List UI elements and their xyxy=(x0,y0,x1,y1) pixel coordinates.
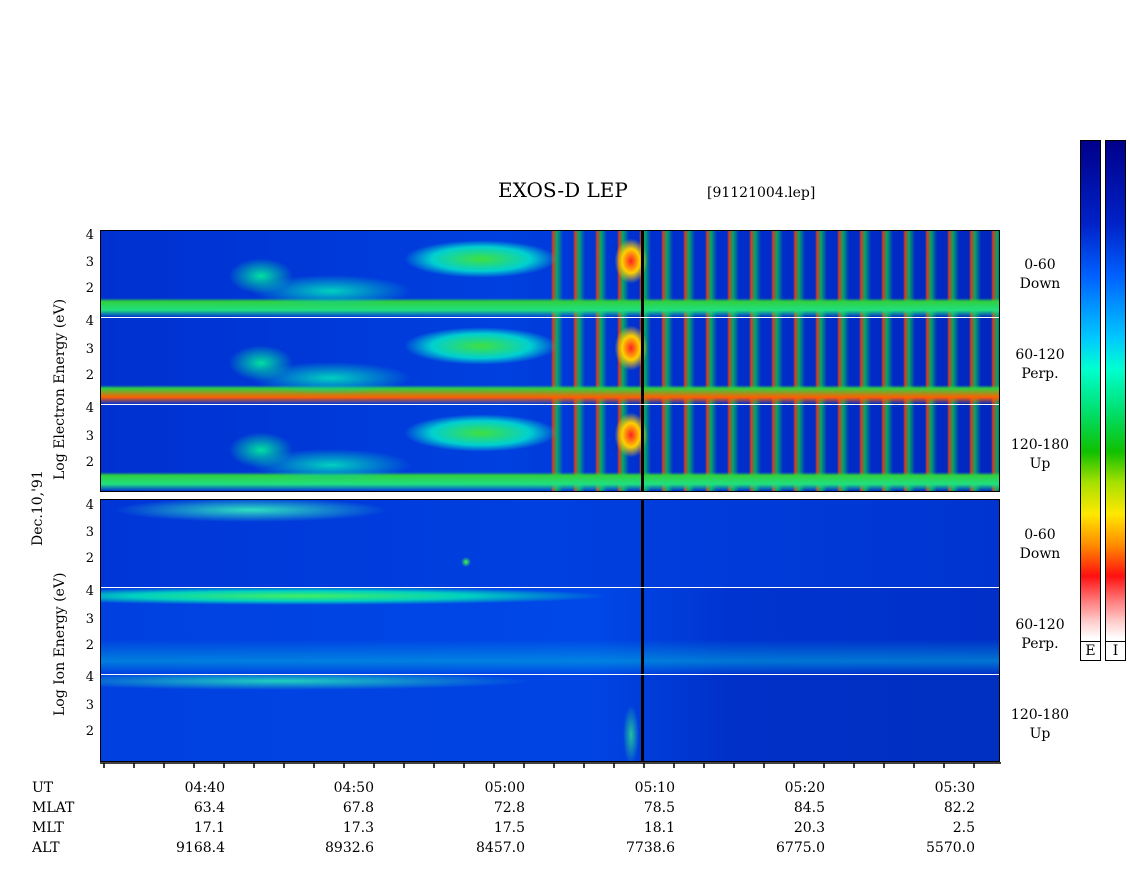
ion-panel-up xyxy=(101,675,1000,761)
ytick-label: 2 xyxy=(85,281,94,296)
ion-axis-label: Log Ion Energy (eV) xyxy=(52,572,68,716)
ytick-label: 2 xyxy=(85,455,94,470)
time-marker-line xyxy=(641,405,644,491)
ytick-label: 3 xyxy=(85,698,94,713)
file-name: [91121004.lep] xyxy=(707,185,816,201)
ephemeris-value: 8457.0 xyxy=(476,840,525,856)
ytick-label: 4 xyxy=(85,584,94,599)
panel-label-e3: 120-180 Up xyxy=(1010,437,1070,472)
ytick-label: 3 xyxy=(85,612,94,627)
time-marker-line xyxy=(641,318,644,404)
ion-panel-down xyxy=(101,500,1000,587)
ephemeris-value: 63.4 xyxy=(193,800,225,816)
panel-label-e1: 0-60 Down xyxy=(1019,257,1061,292)
colorbar-label-i: I xyxy=(1105,641,1126,661)
time-marker-line xyxy=(641,588,644,674)
panel-label-i3: 120-180 Up xyxy=(1010,707,1070,742)
ytick-label: 3 xyxy=(85,255,94,270)
ephemeris-value: 05:00 xyxy=(484,780,525,796)
ephemeris-value: 8932.6 xyxy=(325,840,374,856)
ytick-label: 2 xyxy=(85,551,94,566)
ephemeris-value: 7738.6 xyxy=(626,840,675,856)
electron-panel-perp xyxy=(101,318,1000,404)
panel-label-e2: 60-120 Perp. xyxy=(1015,347,1065,382)
time-marker-line xyxy=(641,675,644,761)
ephemeris-value: 18.1 xyxy=(643,820,675,836)
ytick-label: 4 xyxy=(85,401,94,416)
ephemeris-value: 5570.0 xyxy=(926,840,975,856)
panel-label-i1: 0-60 Down xyxy=(1019,527,1061,562)
ytick-label: 4 xyxy=(85,670,94,685)
electron-panel-up xyxy=(101,405,1000,491)
ion-colorbar xyxy=(1105,140,1126,660)
ytick-label: 3 xyxy=(85,429,94,444)
ephemeris-value: 05:10 xyxy=(634,780,675,796)
ephemeris-value: 17.1 xyxy=(193,820,225,836)
time-marker-line xyxy=(641,231,644,317)
ephemeris-value: 84.5 xyxy=(793,800,825,816)
ephemeris-value: 05:30 xyxy=(934,780,975,796)
colorbar-label-e: E xyxy=(1080,641,1101,661)
ephemeris-value: 17.3 xyxy=(342,820,374,836)
ephemeris-value: 17.5 xyxy=(493,820,525,836)
ytick-label: 2 xyxy=(85,638,94,653)
ephemeris-value: 67.8 xyxy=(342,800,374,816)
ephemeris-value: 20.3 xyxy=(793,820,825,836)
date-label: Dec.10,'91 xyxy=(30,470,46,546)
ephemeris-value: 04:50 xyxy=(333,780,374,796)
ephemeris-value: 05:20 xyxy=(784,780,825,796)
ephemeris-value: 72.8 xyxy=(493,800,525,816)
ephemeris-value: 9168.4 xyxy=(176,840,225,856)
row-label-ut: UT xyxy=(32,780,54,796)
ephemeris-value: 78.5 xyxy=(643,800,675,816)
ion-panel-perp xyxy=(101,588,1000,674)
ytick-label: 3 xyxy=(85,525,94,540)
electron-panel-down xyxy=(101,231,1000,317)
electron-colorbar xyxy=(1080,140,1101,660)
row-label-alt: ALT xyxy=(32,840,60,856)
row-label-mlat: MLAT xyxy=(32,800,75,816)
ytick-label: 2 xyxy=(85,724,94,739)
ytick-label: 4 xyxy=(85,498,94,513)
row-label-mlt: MLT xyxy=(32,820,64,836)
panel-label-i2: 60-120 Perp. xyxy=(1015,617,1065,652)
ytick-label: 3 xyxy=(85,342,94,357)
ephemeris-value: 04:40 xyxy=(184,780,225,796)
ytick-label: 4 xyxy=(85,228,94,243)
ephemeris-value: 82.2 xyxy=(943,800,975,816)
electron-axis-label: Log Electron Energy (eV) xyxy=(52,298,68,480)
chart-title: EXOS-D LEP xyxy=(498,178,628,202)
ytick-label: 4 xyxy=(85,314,94,329)
ytick-label: 2 xyxy=(85,368,94,383)
time-marker-line xyxy=(641,500,644,587)
ephemeris-value: 6775.0 xyxy=(776,840,825,856)
x-axis xyxy=(100,762,1001,768)
ephemeris-value: 2.5 xyxy=(952,820,975,836)
